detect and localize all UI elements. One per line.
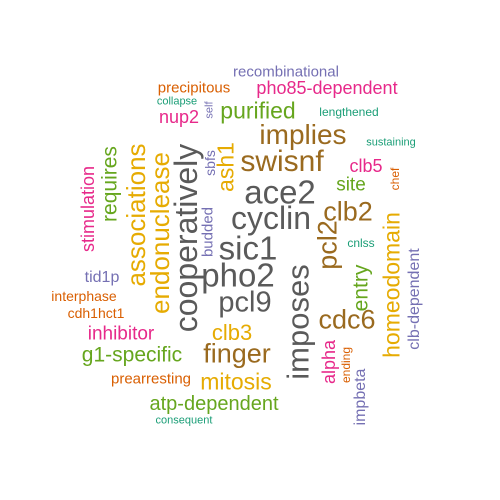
word-prearresting: prearresting [110,370,192,388]
word-ending: ending [339,346,353,384]
word-stimulation: stimulation [78,165,98,253]
word-cdc6: cdc6 [318,304,376,335]
word-cyclin: cyclin [230,200,312,236]
word-chef: chef [388,167,402,191]
word-ace2: ace2 [244,173,316,211]
word-budded: budded [199,206,217,258]
word-pho2: pho2 [201,256,275,294]
word-site: site [336,174,366,196]
word-mitosis: mitosis [200,368,272,395]
word-implies: implies [259,119,347,150]
word-recombinational: recombinational [233,63,339,81]
word-sic1: sic1 [218,229,278,267]
word-tid1p: tid1p [84,269,120,286]
word-requires: requires [98,146,122,222]
word-impbeta: impbeta [352,368,369,426]
word-cooperatively: cooperatively [168,143,204,333]
word-alpha: alpha [319,339,339,385]
word-lengthened: lengthened [319,105,379,119]
word-imposes: imposes [280,264,316,380]
word-finger: finger [203,338,271,369]
word-ash1: ash1 [212,142,239,192]
word-cdh1hct1: cdh1hct1 [67,305,125,321]
word-atp-dependent: atp-dependent [149,393,279,415]
word-collapse: collapse [156,95,198,108]
word-self: self [203,101,216,119]
word-sustaining: sustaining [366,136,416,149]
word-interphase: interphase [51,288,117,304]
word-precipitous: precipitous [157,79,231,97]
word-clb2: clb2 [323,196,373,227]
word-inhibitor: inhibitor [87,323,155,345]
word-pcl9: pcl9 [218,286,272,319]
word-swisnf: swisnf [240,145,324,178]
word-homeodomain: homeodomain [378,212,405,358]
word-consequent: consequent [155,414,213,427]
word-clb-dependent: clb-dependent [406,248,423,350]
word-nup2: nup2 [158,107,200,127]
word-pho85-dependent: pho85-dependent [256,78,398,98]
word-clb5: clb5 [349,156,383,176]
word-pcl2: pcl2 [312,220,343,270]
word-purified: purified [220,97,296,124]
word-g1-specific: g1-specific [81,343,183,367]
word-cnlss: cnlss [347,236,375,250]
word-clb3: clb3 [211,320,253,345]
